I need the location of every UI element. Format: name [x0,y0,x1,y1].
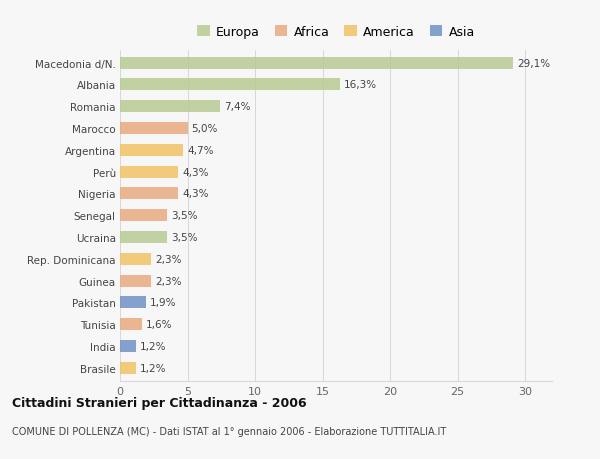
Bar [120,57,513,69]
Bar [120,101,220,113]
Text: 3,5%: 3,5% [172,232,198,242]
Bar [120,319,142,330]
Text: 3,5%: 3,5% [172,211,198,221]
Text: 1,9%: 1,9% [150,298,176,308]
Bar [120,123,187,135]
Legend: Europa, Africa, America, Asia: Europa, Africa, America, Asia [194,23,478,41]
Text: 7,4%: 7,4% [224,102,250,112]
Bar [120,362,136,374]
Bar [120,231,167,243]
Text: 5,0%: 5,0% [191,124,218,134]
Bar [120,79,340,91]
Bar [120,166,178,178]
Bar [120,275,151,287]
Text: 2,3%: 2,3% [155,254,182,264]
Bar [120,253,151,265]
Text: 16,3%: 16,3% [344,80,377,90]
Text: 4,3%: 4,3% [182,189,209,199]
Bar [120,340,136,352]
Bar [120,297,146,308]
Text: 4,3%: 4,3% [182,167,209,177]
Text: 1,2%: 1,2% [140,341,167,351]
Bar [120,145,184,157]
Text: 29,1%: 29,1% [517,59,550,68]
Bar [120,188,178,200]
Text: COMUNE DI POLLENZA (MC) - Dati ISTAT al 1° gennaio 2006 - Elaborazione TUTTITALI: COMUNE DI POLLENZA (MC) - Dati ISTAT al … [12,426,446,436]
Text: 1,6%: 1,6% [146,319,172,330]
Text: 4,7%: 4,7% [187,146,214,156]
Text: 2,3%: 2,3% [155,276,182,286]
Bar [120,210,167,222]
Text: Cittadini Stranieri per Cittadinanza - 2006: Cittadini Stranieri per Cittadinanza - 2… [12,396,307,409]
Text: 1,2%: 1,2% [140,363,167,373]
